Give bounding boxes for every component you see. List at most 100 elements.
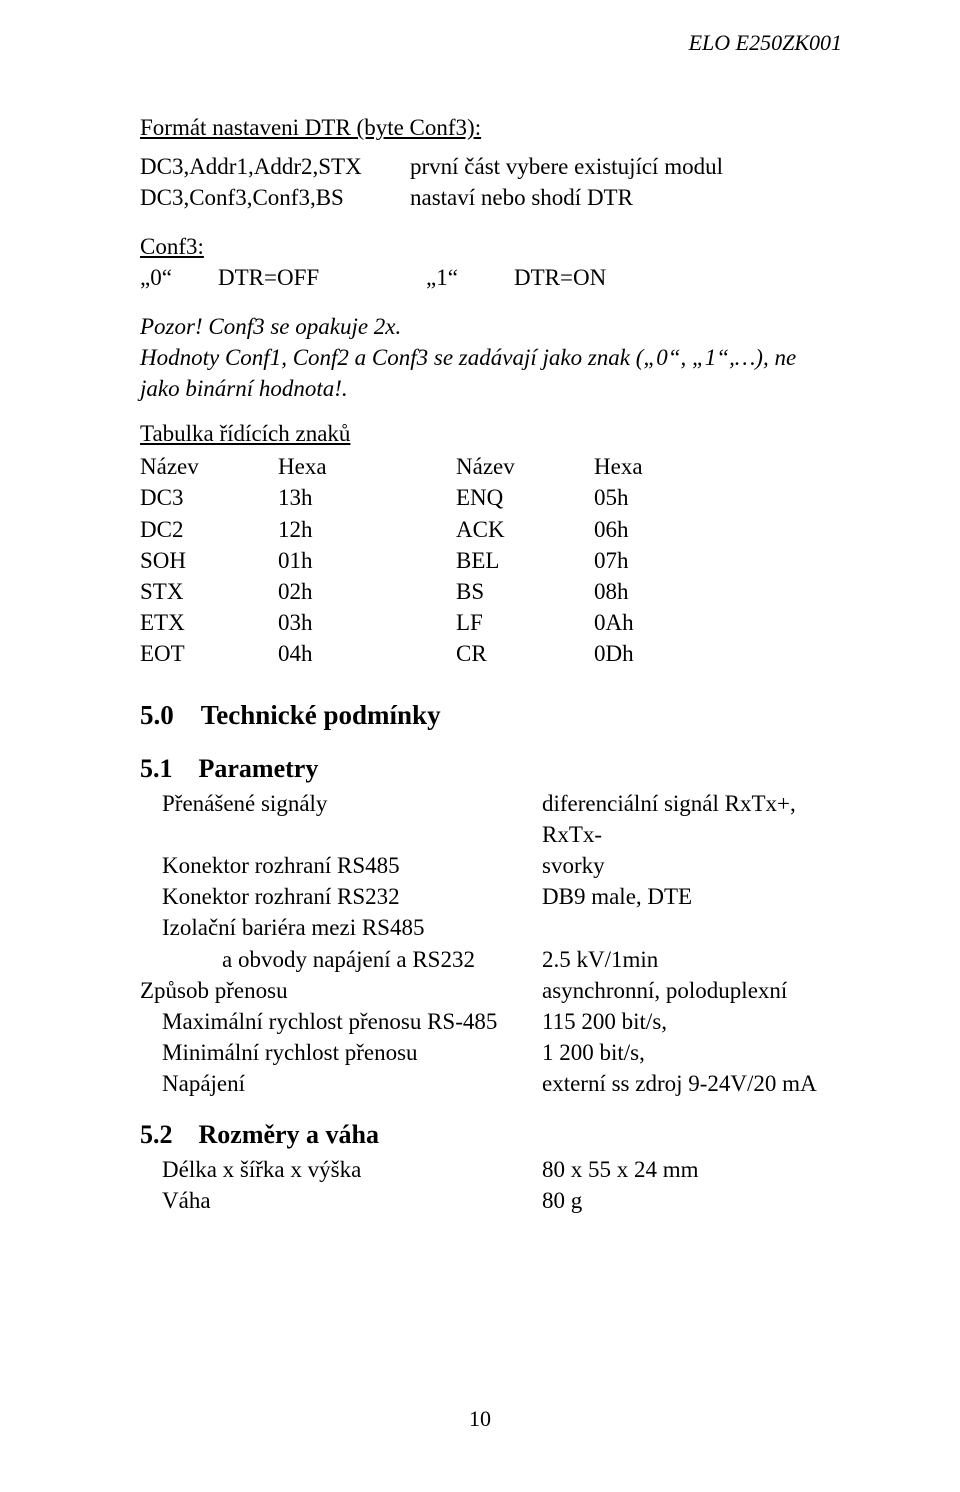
dim-value: 80 x 55 x 24 mm [542,1154,840,1185]
section-5-1: 5.1 Parametry [140,751,840,786]
ctrl-table-title: Tabulka řídících znaků [140,418,840,449]
ctrl-cell: 05h [594,482,722,513]
section-5-2-title: Rozměry a váha [199,1120,380,1149]
param-label: a obvody napájení a RS232 [162,944,542,975]
param-label: Způsob přenosu [140,975,542,1006]
conf3-c2: DTR=OFF [218,262,426,293]
ctrl-cell: 0Dh [594,638,722,669]
dim-label: Váha [162,1185,542,1216]
ctrl-row: STX02hBS08h [140,576,722,607]
note-line-2: Hodnoty Conf1, Conf2 a Conf3 se zadávají… [140,342,840,404]
ctrl-cell: 03h [278,607,456,638]
ctrl-cell: EOT [140,638,278,669]
param-row: Přenášené signálydiferenciální signál Rx… [162,788,840,850]
section-5-2: 5.2 Rozměry a váha [140,1117,840,1152]
dim-row: Délka x šířka x výška80 x 55 x 24 mm [162,1154,840,1185]
param-value: asynchronní, poloduplexní [542,975,840,1006]
ctrl-row: DC212hACK06h [140,514,722,545]
ctrl-table: Název Hexa Název Hexa DC313hENQ05hDC212h… [140,451,722,668]
ctrl-cell: ACK [456,514,594,545]
param-row: Konektor rozhraní RS485svorky [162,850,840,881]
format-title: Formát nastaveni DTR (byte Conf3): [140,112,840,143]
ctrl-cell: DC2 [140,514,278,545]
param-row: a obvody napájení a RS2322.5 kV/1min [162,944,840,975]
conf3-label: Conf3: [140,231,840,262]
ctrl-row: SOH01hBEL07h [140,545,722,576]
note-line-1: Pozor! Conf3 se opakuje 2x. [140,311,840,342]
param-row: Napájeníexterní ss zdroj 9-24V/20 mA [162,1068,840,1099]
ctrl-cell: 0Ah [594,607,722,638]
conf3-c1: „0“ [140,262,218,293]
section-5-num: 5.0 [140,700,174,730]
ctrl-cell: 12h [278,514,456,545]
ctrl-cell: ENQ [456,482,594,513]
ctrl-cell: BS [456,576,594,607]
dim-value: 80 g [542,1185,840,1216]
ctrl-cell: 07h [594,545,722,576]
page: ELO E250ZK001 Formát nastaveni DTR (byte… [0,0,960,1492]
ctrl-table-header: Název Hexa Název Hexa [140,451,722,482]
param-value: 1 200 bit/s, [542,1037,840,1068]
section-5-1-title: Parametry [199,754,319,783]
dim-row: Váha80 g [162,1185,840,1216]
ctrl-cell: STX [140,576,278,607]
ctrl-cell: ETX [140,607,278,638]
ctrl-h-n1: Název [140,451,278,482]
parameters-block: Přenášené signálydiferenciální signál Rx… [162,788,840,1098]
ctrl-cell: CR [456,638,594,669]
param-label: Přenášené signály [162,788,542,850]
conf3-row: „0“ DTR=OFF „1“ DTR=ON [140,262,840,293]
param-label: Minimální rychlost přenosu [162,1037,542,1068]
ctrl-row: DC313hENQ05h [140,482,722,513]
ctrl-row: EOT04hCR0Dh [140,638,722,669]
param-value: diferenciální signál RxTx+, RxTx- [542,788,840,850]
def-key: DC3,Conf3,Conf3,BS [140,182,410,213]
ctrl-cell: 13h [278,482,456,513]
ctrl-cell: 06h [594,514,722,545]
def-key: DC3,Addr1,Addr2,STX [140,151,410,182]
note-block: Pozor! Conf3 se opakuje 2x. Hodnoty Conf… [140,311,840,404]
ctrl-h-h1: Hexa [278,451,456,482]
section-5: 5.0 Technické podmínky [140,697,840,733]
param-label: Izolační bariéra mezi RS485 [162,912,542,943]
ctrl-row: ETX03hLF0Ah [140,607,722,638]
def-row: DC3,Conf3,Conf3,BSnastaví nebo shodí DTR [140,182,840,213]
param-label: Konektor rozhraní RS485 [162,850,542,881]
def-val: první část vybere existující modul [410,151,840,182]
ctrl-cell: 02h [278,576,456,607]
param-label: Napájení [162,1068,542,1099]
param-value: DB9 male, DTE [542,881,840,912]
param-row: Minimální rychlost přenosu1 200 bit/s, [162,1037,840,1068]
dim-label: Délka x šířka x výška [162,1154,542,1185]
ctrl-cell: DC3 [140,482,278,513]
param-value: 115 200 bit/s, [542,1006,840,1037]
ctrl-cell: 04h [278,638,456,669]
def-val: nastaví nebo shodí DTR [410,182,840,213]
section-5-2-num: 5.2 [140,1120,173,1149]
dimensions-block: Délka x šířka x výška80 x 55 x 24 mmVáha… [162,1154,840,1216]
doc-header: ELO E250ZK001 [689,28,842,58]
ctrl-cell: BEL [456,545,594,576]
param-row: Konektor rozhraní RS232DB9 male, DTE [162,881,840,912]
page-number: 10 [0,1404,960,1434]
param-value: externí ss zdroj 9-24V/20 mA [542,1068,840,1099]
param-value: svorky [542,850,840,881]
ctrl-cell: SOH [140,545,278,576]
section-5-title: Technické podmínky [201,700,441,730]
param-row: Izolační bariéra mezi RS485 [162,912,840,943]
param-value [542,912,840,943]
param-value: 2.5 kV/1min [542,944,840,975]
conf3-c4: DTR=ON [514,262,614,293]
param-label: Maximální rychlost přenosu RS-485 [162,1006,542,1037]
ctrl-cell: 01h [278,545,456,576]
ctrl-cell: LF [456,607,594,638]
format-definitions: DC3,Addr1,Addr2,STXprvní část vybere exi… [140,151,840,213]
conf3-c3: „1“ [426,262,514,293]
param-row: Maximální rychlost přenosu RS-485115 200… [162,1006,840,1037]
def-row: DC3,Addr1,Addr2,STXprvní část vybere exi… [140,151,840,182]
ctrl-cell: 08h [594,576,722,607]
param-row: Způsob přenosuasynchronní, poloduplexní [140,975,840,1006]
ctrl-h-h2: Hexa [594,451,722,482]
ctrl-h-n2: Název [456,451,594,482]
param-label: Konektor rozhraní RS232 [162,881,542,912]
